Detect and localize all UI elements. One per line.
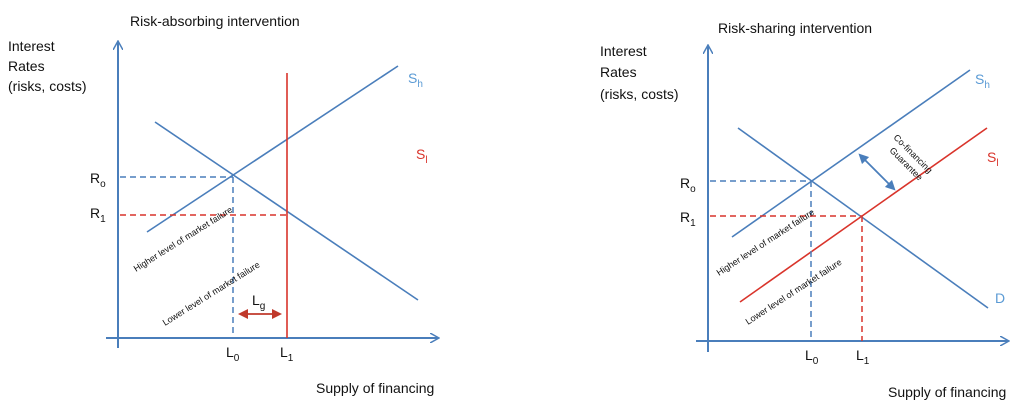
left-sh-label: Sh	[408, 70, 423, 90]
right-x-label: Supply of financing	[888, 384, 1006, 400]
left-supply-sh-line	[147, 66, 398, 232]
right-sh-label: Sh	[975, 71, 990, 91]
left-lg-label: Lg	[252, 292, 265, 312]
left-y-label-2: Rates	[8, 58, 45, 74]
left-lower-failure-label: Lower level of market failure	[161, 260, 262, 328]
right-y-label-3: (risks, costs)	[600, 86, 679, 102]
left-sl-label: Sl	[416, 146, 428, 166]
right-r1-label: R1	[680, 209, 696, 229]
right-y-label-2: Rates	[600, 64, 637, 80]
left-l1-label: L1	[280, 344, 294, 364]
right-title: Risk-sharing intervention	[718, 20, 872, 36]
right-l1-label: L1	[856, 347, 870, 367]
right-d-label: D	[995, 290, 1005, 306]
right-sl-label: Sl	[987, 149, 999, 169]
left-r1-label: R1	[90, 205, 106, 225]
right-r0-label: Ro	[680, 175, 696, 195]
left-x-label: Supply of financing	[316, 380, 434, 396]
left-y-label-1: Interest	[8, 38, 55, 54]
right-supply-sh-line	[732, 70, 970, 237]
left-r0-label: Ro	[90, 170, 106, 190]
left-panel: Risk-absorbing intervention Interest Rat…	[8, 13, 438, 396]
right-l0-label: L0	[805, 347, 819, 367]
right-cofinancing-arrow	[862, 157, 892, 187]
right-lower-failure-label: Lower level of market failure	[744, 257, 844, 327]
left-y-label-3: (risks, costs)	[8, 78, 87, 94]
left-l0-label: L0	[226, 344, 240, 364]
right-demand-line	[738, 128, 988, 308]
right-supply-sl-line	[740, 128, 987, 302]
right-higher-failure-label: Higher level of market failure	[715, 207, 817, 278]
right-panel: Risk-sharing intervention Interest Rates…	[600, 20, 1008, 400]
right-y-label-1: Interest	[600, 43, 647, 59]
left-title: Risk-absorbing intervention	[130, 13, 300, 29]
